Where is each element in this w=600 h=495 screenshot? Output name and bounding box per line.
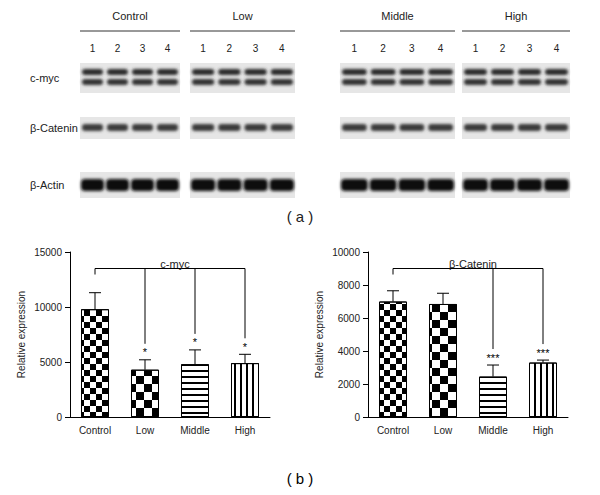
svg-text:*: * [193, 336, 198, 348]
svg-text:Control: Control [79, 425, 111, 436]
svg-text:c-myc: c-myc [160, 258, 190, 270]
svg-text:***: *** [537, 347, 551, 359]
svg-text:1: 1 [200, 43, 206, 54]
svg-text:15000: 15000 [34, 247, 62, 258]
html-text:( b ): ( b ) [286, 470, 314, 487]
svg-text:Relative expression: Relative expression [16, 291, 27, 378]
svg-text:4: 4 [165, 43, 171, 54]
svg-text:Middle: Middle [381, 10, 413, 22]
svg-text:4000: 4000 [338, 346, 361, 357]
svg-text:Control: Control [377, 425, 409, 436]
svg-text:High: High [235, 425, 256, 436]
svg-text:( a ): ( a ) [287, 208, 314, 225]
svg-text:β-Actin: β-Actin [30, 179, 64, 191]
svg-text:High: High [505, 10, 528, 22]
svg-text:3: 3 [140, 43, 146, 54]
svg-text:8000: 8000 [338, 280, 361, 291]
svg-text:β-Catenin: β-Catenin [30, 122, 78, 134]
svg-text:Middle: Middle [180, 425, 210, 436]
svg-text:3: 3 [409, 43, 415, 54]
svg-text:4: 4 [279, 43, 285, 54]
svg-text:*: * [143, 346, 148, 358]
svg-text:Low: Low [232, 10, 252, 22]
svg-text:2: 2 [227, 43, 233, 54]
svg-text:2: 2 [380, 43, 386, 54]
svg-text:4: 4 [438, 43, 444, 54]
svg-text:1: 1 [352, 43, 358, 54]
svg-text:1: 1 [90, 43, 96, 54]
svg-text:Middle: Middle [478, 425, 508, 436]
svg-text:0: 0 [354, 412, 360, 423]
svg-text:*: * [243, 341, 248, 353]
svg-text:0: 0 [56, 412, 62, 423]
svg-text:10000: 10000 [34, 302, 62, 313]
svg-text:4: 4 [554, 43, 560, 54]
svg-text:2: 2 [115, 43, 121, 54]
svg-text:5000: 5000 [40, 357, 63, 368]
svg-text:1: 1 [473, 43, 479, 54]
svg-text:10000: 10000 [332, 247, 360, 258]
svg-text:3: 3 [527, 43, 533, 54]
svg-text:***: *** [487, 352, 501, 364]
svg-text:Low: Low [136, 425, 155, 436]
svg-text:β-Catenin: β-Catenin [449, 258, 497, 270]
svg-text:Low: Low [434, 425, 453, 436]
svg-text:3: 3 [253, 43, 259, 54]
svg-text:2000: 2000 [338, 379, 361, 390]
svg-text:6000: 6000 [338, 313, 361, 324]
svg-text:Control: Control [112, 10, 147, 22]
svg-text:High: High [533, 425, 554, 436]
svg-text:2: 2 [500, 43, 506, 54]
svg-text:c-myc: c-myc [30, 72, 60, 84]
svg-text:Relative expression: Relative expression [314, 291, 325, 378]
